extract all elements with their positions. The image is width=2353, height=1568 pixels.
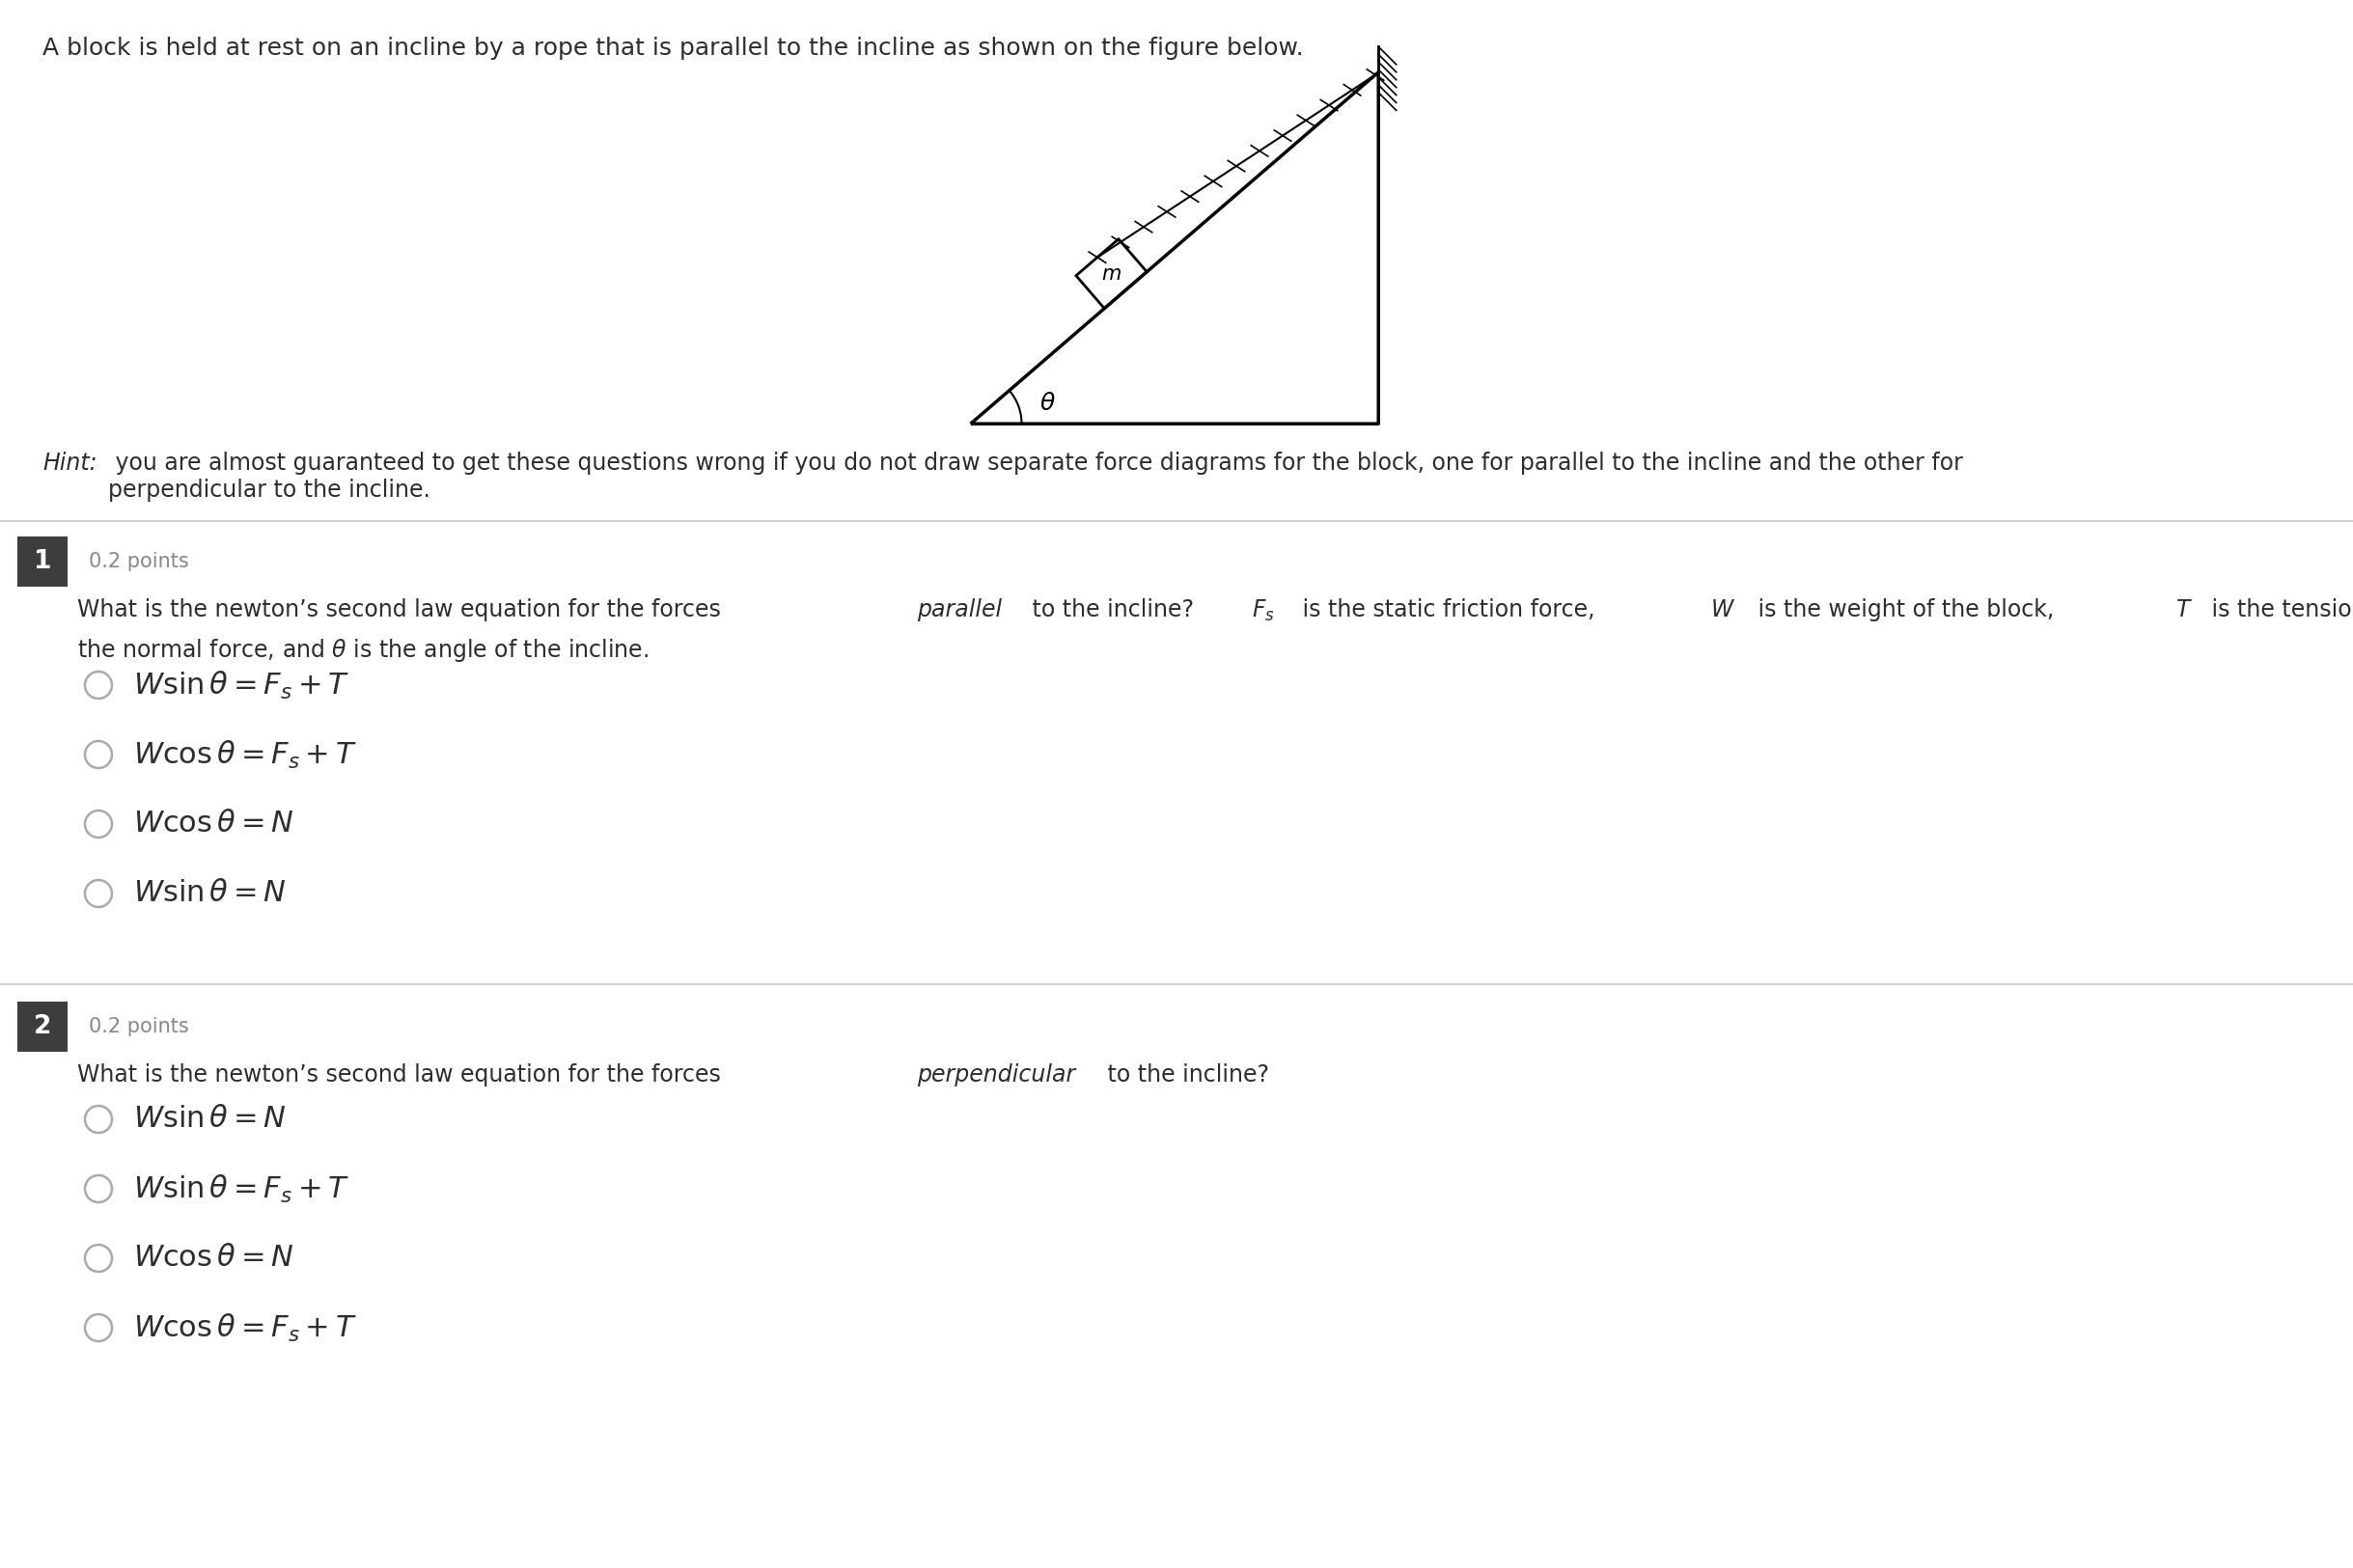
Text: $W$: $W$ (1711, 599, 1737, 621)
Text: is the tension in the string,: is the tension in the string, (2205, 599, 2353, 621)
Text: 0.2 points: 0.2 points (89, 552, 188, 571)
FancyBboxPatch shape (16, 536, 68, 586)
Text: $W\cos\theta = F_s + T$: $W\cos\theta = F_s + T$ (134, 739, 358, 770)
Text: to the incline?: to the incline? (1026, 599, 1205, 621)
Text: $W\sin\theta = N$: $W\sin\theta = N$ (134, 880, 287, 908)
Text: the normal force, and $\theta$ is the angle of the incline.: the normal force, and $\theta$ is the an… (78, 637, 649, 663)
Text: A block is held at rest on an incline by a rope that is parallel to the incline : A block is held at rest on an incline by… (42, 36, 1304, 60)
Text: parallel: parallel (918, 599, 1002, 621)
Text: $W\sin\theta = F_s + T$: $W\sin\theta = F_s + T$ (134, 1173, 351, 1204)
Text: What is the newton’s second law equation for the forces: What is the newton’s second law equation… (78, 599, 727, 621)
Text: is the static friction force,: is the static friction force, (1294, 599, 1602, 621)
Text: $\theta$: $\theta$ (1040, 392, 1056, 414)
Text: $T$: $T$ (2177, 599, 2193, 621)
Text: $W\cos\theta = N$: $W\cos\theta = N$ (134, 811, 294, 837)
Text: to the incline?: to the incline? (1101, 1063, 1268, 1087)
Text: $W\sin\theta = N$: $W\sin\theta = N$ (134, 1105, 287, 1134)
Text: m: m (1101, 263, 1122, 284)
FancyBboxPatch shape (16, 1002, 68, 1052)
Polygon shape (1075, 238, 1146, 309)
Text: 2: 2 (33, 1014, 52, 1040)
Text: $F_s$: $F_s$ (1252, 599, 1275, 624)
Text: 0.2 points: 0.2 points (89, 1018, 188, 1036)
Text: Hint:: Hint: (42, 452, 96, 475)
Text: $W\sin\theta = F_s + T$: $W\sin\theta = F_s + T$ (134, 670, 351, 701)
Text: perpendicular: perpendicular (918, 1063, 1075, 1087)
Text: $W\cos\theta = N$: $W\cos\theta = N$ (134, 1245, 294, 1272)
Text: What is the newton’s second law equation for the forces: What is the newton’s second law equation… (78, 1063, 727, 1087)
Text: is the weight of the block,: is the weight of the block, (1751, 599, 2061, 621)
Text: 1: 1 (33, 549, 52, 574)
Text: $W\cos\theta = F_s + T$: $W\cos\theta = F_s + T$ (134, 1312, 358, 1344)
Text: you are almost guaranteed to get these questions wrong if you do not draw separa: you are almost guaranteed to get these q… (108, 452, 1962, 502)
